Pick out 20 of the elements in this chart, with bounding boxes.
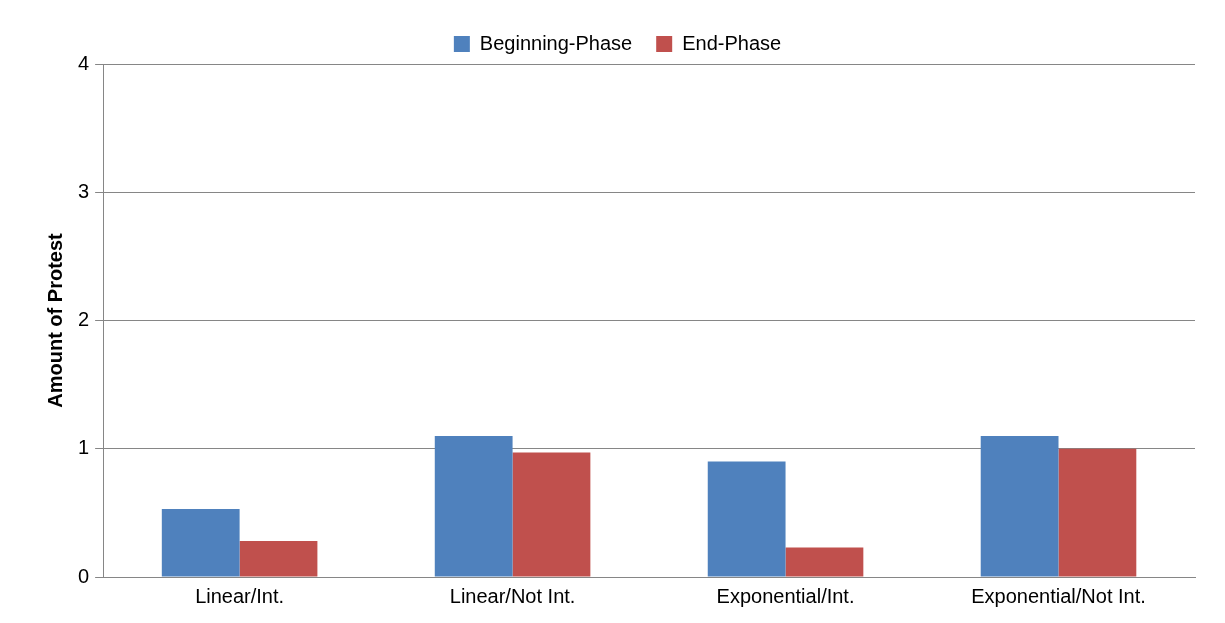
x-tick-label: Exponential/Not Int.: [971, 584, 1146, 607]
bar: [1058, 448, 1137, 577]
x-tick-label: Exponential/Int.: [716, 584, 855, 607]
bar: [239, 541, 318, 577]
bar: [980, 435, 1059, 577]
bar: [434, 435, 513, 577]
y-tick-label: 0: [78, 564, 90, 587]
y-tick-label: 2: [78, 308, 90, 331]
x-tick-label: Linear/Int.: [195, 584, 285, 607]
y-axis-title: Amount of Protest: [43, 232, 66, 408]
x-tick-label: Linear/Not Int.: [449, 584, 576, 607]
bar: [785, 547, 864, 577]
legend-label: Beginning-Phase: [479, 31, 633, 54]
y-tick-label: 4: [78, 51, 90, 74]
y-tick-label: 1: [78, 436, 90, 459]
bar: [707, 461, 786, 577]
y-tick-label: 3: [78, 179, 90, 202]
bar: [161, 509, 240, 577]
legend-label: End-Phase: [682, 31, 782, 54]
bar: [512, 452, 591, 577]
